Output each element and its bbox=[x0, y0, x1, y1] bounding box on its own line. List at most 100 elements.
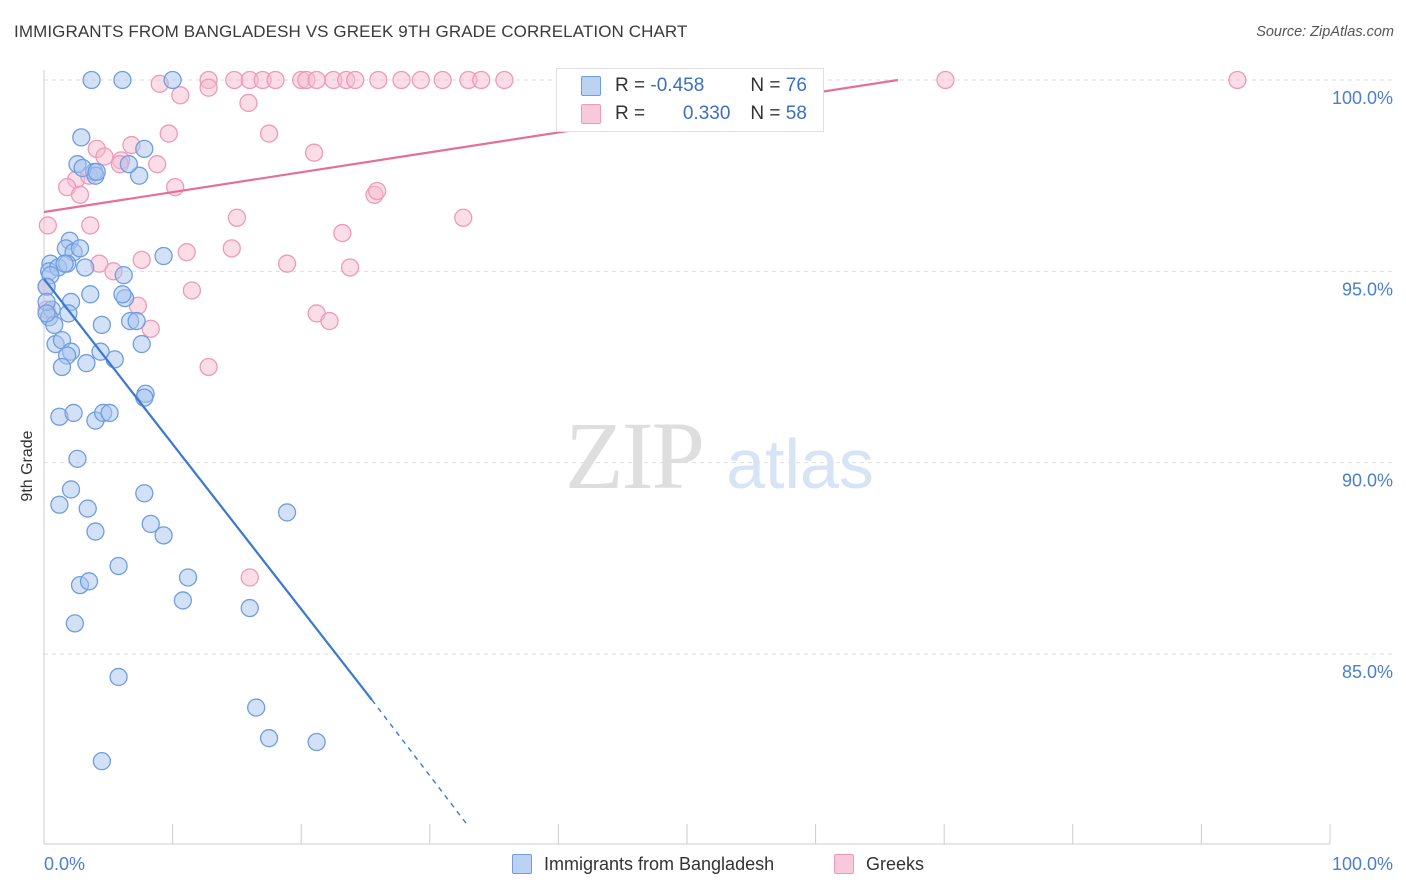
greeks-point bbox=[346, 70, 365, 90]
greeks-point bbox=[495, 70, 514, 90]
greeks-point bbox=[340, 258, 360, 277]
bangladesh-point bbox=[100, 403, 119, 423]
n-label: N = bbox=[750, 75, 781, 96]
legend-item-greeks[interactable]: Greeks bbox=[834, 852, 924, 876]
greeks-point bbox=[433, 70, 452, 90]
greeks-swatch bbox=[581, 104, 601, 124]
greeks-point bbox=[159, 124, 178, 143]
bangladesh-point bbox=[86, 522, 105, 541]
bangladesh-point bbox=[240, 598, 259, 618]
bangladesh-point bbox=[82, 70, 101, 90]
bangladesh-point bbox=[135, 484, 154, 503]
bangladesh-point bbox=[178, 568, 198, 587]
stats-legend-row-greeks: R = 0.330 N = 58 bbox=[557, 101, 807, 127]
bangladesh-point bbox=[87, 162, 106, 181]
bangladesh-legend-label: Immigrants from Bangladesh bbox=[544, 853, 775, 874]
watermark-atlas: atlas bbox=[726, 425, 874, 503]
grid-lines bbox=[44, 79, 1394, 655]
watermark-zip: ZIP bbox=[565, 402, 703, 509]
greeks-point bbox=[148, 155, 167, 174]
bangladesh-n-value: 76 bbox=[785, 75, 807, 96]
bangladesh-point bbox=[109, 667, 128, 687]
bangladesh-point bbox=[113, 285, 132, 304]
stats-legend: R = -0.458 N = 76 R = 0.330 N = 58 bbox=[556, 68, 824, 132]
r-label: R = bbox=[615, 103, 646, 124]
greeks-point bbox=[392, 70, 411, 90]
greeks-point bbox=[1228, 70, 1247, 90]
greeks-legend-label: Greeks bbox=[866, 853, 925, 874]
bangladesh-swatch bbox=[581, 76, 601, 96]
bangladesh-point bbox=[78, 499, 97, 518]
bangladesh-point bbox=[114, 266, 133, 285]
bangladesh-point bbox=[68, 449, 87, 468]
watermark: ZIP atlas bbox=[565, 402, 874, 509]
greeks-point bbox=[38, 216, 58, 235]
x-tick-label: 100.0% bbox=[1332, 854, 1393, 874]
bangladesh-point bbox=[50, 495, 69, 514]
bangladesh-point bbox=[277, 503, 297, 522]
greeks-point bbox=[369, 70, 388, 90]
n-label: N = bbox=[750, 103, 781, 124]
bangladesh-point bbox=[307, 732, 326, 752]
chart-title: IMMIGRANTS FROM BANGLADESH VS GREEK 9TH … bbox=[14, 22, 688, 41]
bangladesh-point bbox=[76, 258, 95, 277]
bangladesh-point bbox=[173, 591, 193, 610]
bangladesh-point bbox=[130, 166, 149, 185]
bangladesh-point bbox=[81, 285, 100, 304]
greeks-r-value: 0.330 bbox=[682, 103, 731, 124]
greeks-point bbox=[95, 147, 114, 166]
greeks-point bbox=[472, 70, 491, 90]
bangladesh-point bbox=[247, 698, 266, 717]
bangladesh-point bbox=[79, 572, 99, 591]
greeks-point bbox=[936, 70, 955, 90]
greeks-point bbox=[225, 70, 244, 90]
greeks-point bbox=[304, 143, 324, 162]
greeks-point bbox=[81, 216, 100, 235]
greeks-point bbox=[227, 208, 247, 227]
bangladesh-point bbox=[52, 357, 72, 377]
bangladesh-point bbox=[109, 556, 128, 576]
bangladesh-point bbox=[132, 334, 151, 354]
source-label: Source: ZipAtlas.com bbox=[1256, 24, 1394, 40]
greeks-point bbox=[259, 124, 279, 143]
bangladesh-points bbox=[37, 70, 326, 771]
greeks-point bbox=[240, 568, 259, 587]
greeks-point bbox=[171, 86, 190, 105]
bangladesh-legend-swatch bbox=[512, 854, 532, 874]
legend-item-bangladesh[interactable]: Immigrants from Bangladesh bbox=[512, 852, 774, 876]
greeks-point bbox=[182, 281, 202, 300]
greeks-point bbox=[177, 243, 196, 262]
greeks-point bbox=[222, 239, 241, 258]
greeks-point bbox=[411, 70, 430, 90]
tick-labels: 85.0% 90.0% 95.0% 100.0% 0.0% 100.0% bbox=[44, 88, 1393, 874]
bangladesh-point bbox=[141, 514, 160, 534]
bangladesh-point bbox=[113, 70, 132, 90]
bangladesh-point bbox=[135, 388, 154, 407]
bangladesh-trendline bbox=[43, 278, 373, 701]
y-tick-label: 90.0% bbox=[1342, 471, 1393, 491]
bangladesh-point bbox=[127, 311, 146, 331]
bangladesh-point bbox=[92, 751, 112, 771]
greeks-point bbox=[333, 223, 352, 243]
bangladesh-point bbox=[55, 254, 74, 273]
greeks-legend-swatch bbox=[834, 854, 854, 874]
greeks-point bbox=[320, 311, 339, 331]
greeks-point bbox=[70, 185, 90, 204]
bangladesh-point bbox=[154, 246, 173, 266]
r-label: R = bbox=[615, 75, 646, 96]
greeks-point bbox=[266, 70, 285, 90]
bangladesh-point bbox=[61, 480, 81, 499]
bangladesh-point bbox=[64, 403, 83, 423]
greeks-point bbox=[367, 181, 387, 201]
y-tick-label: 95.0% bbox=[1342, 279, 1393, 299]
bangladesh-point bbox=[105, 350, 124, 369]
bangladesh-r-value: -0.458 bbox=[650, 75, 705, 96]
x-tick-label: 0.0% bbox=[44, 854, 85, 874]
bangladesh-point bbox=[72, 128, 91, 147]
greeks-point bbox=[239, 93, 258, 113]
greeks-point bbox=[277, 254, 297, 273]
bangladesh-point bbox=[119, 155, 139, 174]
bangladesh-point bbox=[77, 354, 96, 373]
bangladesh-point bbox=[154, 526, 173, 545]
